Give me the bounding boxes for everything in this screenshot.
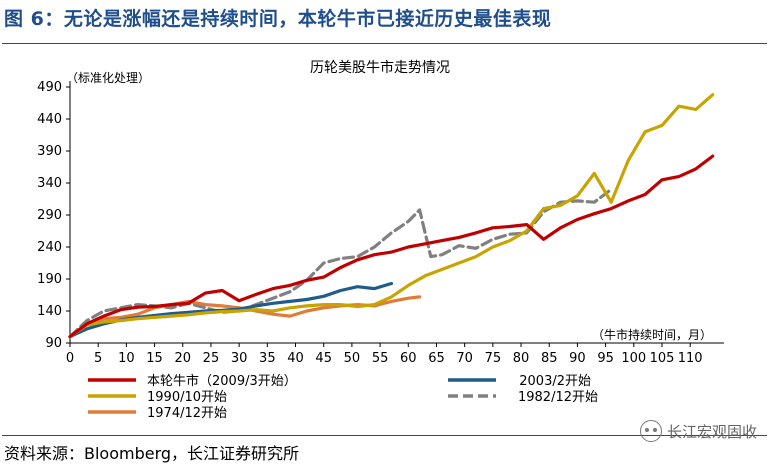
legend-label-1: 2003/2开始 bbox=[519, 374, 591, 389]
x-tick-label: 110 bbox=[678, 351, 703, 366]
y-tick-label: 390 bbox=[37, 144, 62, 159]
series-layer bbox=[68, 93, 715, 339]
wechat-icon bbox=[639, 420, 662, 442]
legend-label-0: 本轮牛市（2009/3开始） bbox=[147, 373, 297, 389]
legend-label-2: 1990/10开始 bbox=[147, 390, 227, 405]
y-tick-label: 440 bbox=[37, 112, 62, 127]
x-tick-label: 90 bbox=[569, 351, 586, 366]
x-tick-label: 65 bbox=[428, 351, 445, 366]
x-tick-label: 55 bbox=[372, 351, 389, 366]
y-tick-label: 240 bbox=[37, 240, 62, 255]
x-tick-label: 85 bbox=[541, 351, 558, 366]
x-tick-label: 80 bbox=[513, 351, 530, 366]
x-tick-label: 70 bbox=[456, 351, 473, 366]
axes: 90 140 190 240 290 340 390 440 490 0 5 10 15 20 25 30 35… bbox=[37, 80, 724, 366]
x-tick-label: 60 bbox=[400, 351, 417, 366]
watermark-text: 长江宏观固收 bbox=[666, 422, 757, 441]
x-axis-label: （牛市持续时间，月） bbox=[592, 327, 712, 342]
x-tick-label: 15 bbox=[146, 351, 163, 366]
y-tick-label: 490 bbox=[37, 80, 62, 95]
y-tick-label: 190 bbox=[37, 272, 62, 287]
x-tick-label: 35 bbox=[259, 351, 276, 366]
legend-label-4: 1974/12开始 bbox=[147, 406, 227, 421]
y-tick-label: 290 bbox=[37, 208, 62, 223]
y-tick-label: 140 bbox=[37, 304, 62, 319]
x-tick-label: 95 bbox=[597, 351, 614, 366]
bull-market-chart: 历轮美股牛市走势情况 （标准化处理） （牛市持续时间，月） 90 140 190 24… bbox=[37, 59, 724, 421]
y-tick-label: 90 bbox=[45, 336, 62, 351]
legend-label-3: 1982/12开始 bbox=[518, 390, 598, 405]
source-note: 资料来源：Bloomberg，长江证券研究所 bbox=[4, 444, 300, 463]
x-tick-label: 75 bbox=[485, 351, 502, 366]
y-axis-label: （标准化处理） bbox=[66, 71, 150, 85]
chart-title: 历轮美股牛市走势情况 bbox=[310, 59, 450, 76]
legend: 本轮牛市（2009/3开始） 2003/2开始 1990/10开始 1982/12开始… bbox=[88, 373, 598, 421]
y-tick-label: 340 bbox=[37, 176, 62, 191]
title-rule bbox=[2, 43, 767, 44]
x-tick-label: 20 bbox=[174, 351, 191, 366]
x-tick-label: 10 bbox=[118, 351, 135, 366]
source-rule bbox=[2, 435, 767, 436]
x-tick-label: 100 bbox=[621, 351, 646, 366]
x-tick-label: 50 bbox=[344, 351, 361, 366]
x-tick-label: 25 bbox=[203, 351, 220, 366]
x-tick-label: 0 bbox=[66, 351, 74, 366]
series-line-4 bbox=[68, 295, 422, 339]
series-line-0 bbox=[68, 154, 715, 339]
x-tick-label: 45 bbox=[315, 351, 332, 366]
series-line-2 bbox=[68, 93, 715, 339]
x-tick-label: 105 bbox=[650, 351, 675, 366]
x-tick-label: 5 bbox=[94, 351, 102, 366]
figure-title: 图 6：无论是涨幅还是持续时间，本轮牛市已接近历史最佳表现 bbox=[4, 8, 552, 30]
series-line-3 bbox=[68, 187, 613, 339]
x-tick-label: 40 bbox=[287, 351, 304, 366]
x-tick-label: 30 bbox=[231, 351, 248, 366]
watermark: 长江宏观固收 bbox=[639, 420, 757, 442]
